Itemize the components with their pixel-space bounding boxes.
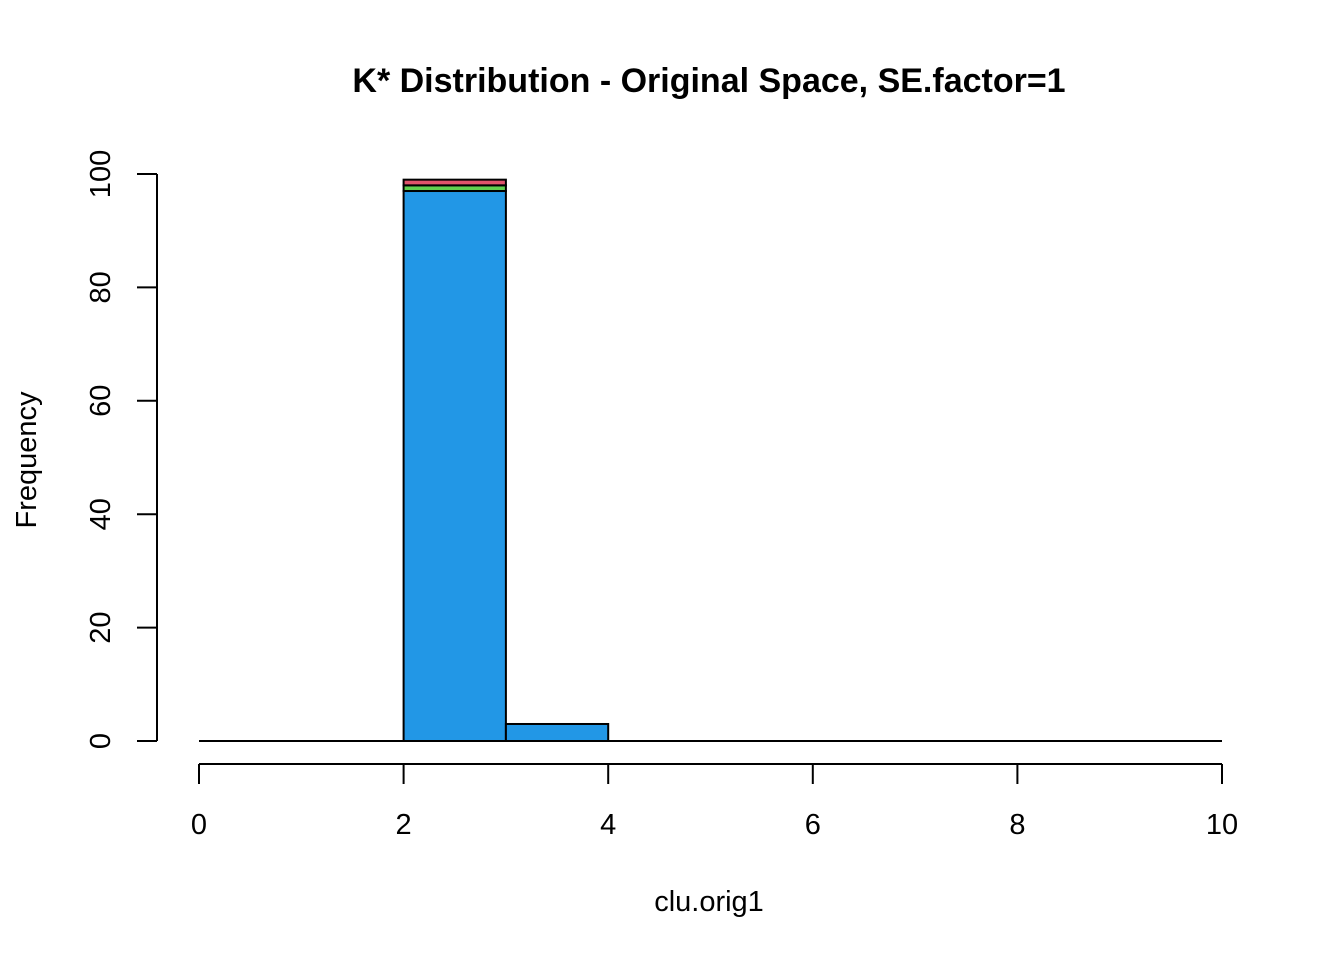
bars-group <box>402 178 610 742</box>
y-tick-label: 100 <box>85 150 117 198</box>
x-tick-label: 2 <box>396 809 412 841</box>
x-axis-title: clu.orig1 <box>654 886 764 918</box>
chart-title: K* Distribution - Original Space, SE.fac… <box>352 62 1065 100</box>
y-tick-label: 40 <box>85 498 117 530</box>
bar-bin0-segment0 <box>402 190 507 742</box>
x-tick-label: 10 <box>1206 809 1238 841</box>
y-axis-title: Frequency <box>11 391 43 529</box>
y-tick-label: 20 <box>85 611 117 643</box>
x-axis: 0 2 4 6 8 10 <box>191 763 1238 841</box>
bar-bin1-segment0 <box>504 722 610 742</box>
y-tick-label: 0 <box>85 733 117 749</box>
x-tick-label: 4 <box>600 809 616 841</box>
y-tick-label: 60 <box>85 385 117 417</box>
y-axis: 0 20 40 60 80 100 <box>85 150 158 749</box>
x-tick-label: 6 <box>805 809 821 841</box>
x-tick-label: 0 <box>191 809 207 841</box>
x-tick-label: 8 <box>1009 809 1025 841</box>
bar-bin0-segment2 <box>402 178 507 187</box>
y-tick-label: 80 <box>85 271 117 303</box>
